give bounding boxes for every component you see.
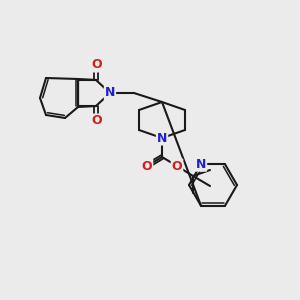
Text: O: O: [172, 160, 182, 172]
Text: N: N: [196, 158, 206, 171]
Text: O: O: [92, 58, 102, 71]
Text: O: O: [142, 160, 152, 172]
Text: O: O: [92, 115, 102, 128]
Text: N: N: [105, 86, 115, 100]
Text: N: N: [157, 131, 167, 145]
